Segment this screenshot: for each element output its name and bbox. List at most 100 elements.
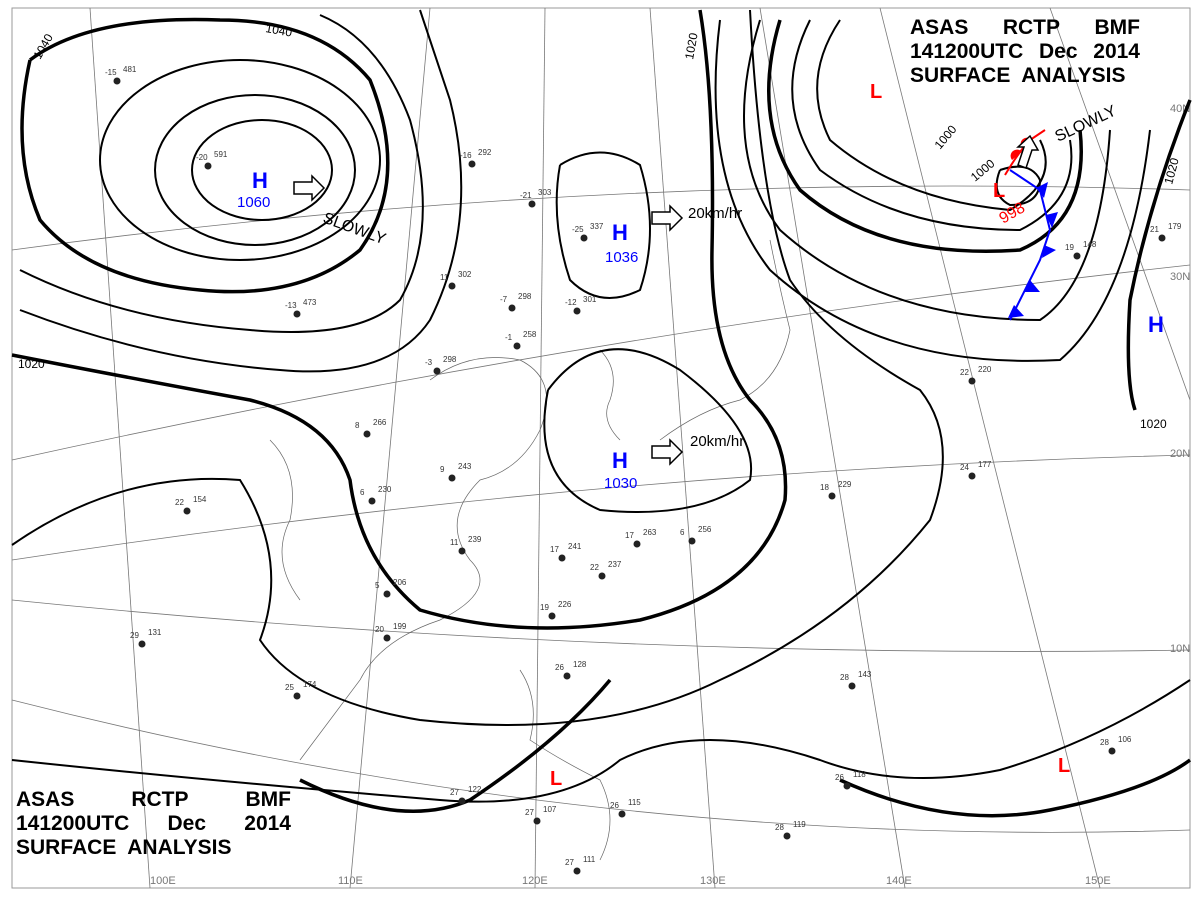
station-plot: 21 179 [1150,222,1182,242]
station-plot: 19 148 [1065,240,1097,260]
header-code: ASAS [16,788,75,811]
isobar [99,59,381,261]
header-month: Dec [167,812,207,835]
lat-label: 10N [1170,643,1190,655]
station-plot: 24 177 [960,460,992,480]
station-temp: 5 [375,581,380,590]
lat-line-10n [11,599,1191,652]
isobar-1020 [11,9,788,630]
chart-header-top: ASAS RCTP BMF 141200UTC Dec 2014 SURFACE ANA… [910,16,1140,88]
station-temp: 6 [680,528,685,537]
isobar [154,94,356,246]
low-center: L [993,180,1005,202]
station-temp: 26 [610,801,619,810]
station-temp: -1 [505,333,513,342]
header-title: SURFACE ANALYSIS [16,836,232,859]
station-plot: 8 266 [355,418,387,438]
high-center: H [252,168,268,193]
station-pressure: 111 [583,855,596,864]
station-temp: 21 [1150,225,1159,234]
station-plot: -15 481 [105,65,137,85]
station-cloud-icon [1158,234,1166,242]
station-temp: 27 [525,808,534,817]
isobar-label: 1020 [1140,417,1167,431]
station-temp: -7 [500,295,508,304]
motion-text: 20km/hr [688,205,742,222]
lat-line-0 [11,699,1191,833]
isobar [714,19,1151,362]
station-pressure: 174 [303,680,317,689]
station-cloud-icon [848,682,856,690]
station-cloud-icon [293,310,301,318]
isobar-1000 [767,19,1083,253]
station-pressure: 122 [468,785,482,794]
header-code: RCTP [131,788,189,811]
station-cloud-icon [1108,747,1116,755]
high-center: H [612,448,628,473]
station-cloud-icon [458,547,466,555]
station-pressure: 292 [478,148,492,157]
lon-label: 150E [1085,875,1111,887]
station-pressure: 148 [1083,240,1097,249]
lat-label: 20N [1170,448,1190,460]
station-plot: -20 591 [196,150,228,170]
station-plot: 22 220 [960,365,992,385]
header-year: 2014 [1093,40,1140,63]
header-month: Dec [1038,40,1078,63]
station-pressure: 179 [1168,222,1182,231]
station-temp: 17 [550,545,559,554]
station-temp: 24 [960,463,969,472]
station-plot: 11 239 [450,535,482,555]
high-center: H [1148,312,1164,337]
station-cloud-icon [383,634,391,642]
station-plot: 6 230 [360,485,392,505]
lon-line-150e [879,7,1101,889]
station-pressure: 115 [628,798,641,807]
isobar [11,9,944,726]
station-cloud-icon [363,430,371,438]
station-temp: 19 [1065,243,1074,252]
station-temp: 25 [285,683,294,692]
coastlines [269,239,791,861]
station-cloud-icon [368,497,376,505]
station-plot: 27 107 [525,805,557,825]
map-frame [11,7,1191,889]
station-temp: 27 [565,858,574,867]
station-temp: 29 [130,631,139,640]
isobar [555,151,651,299]
high-pressure-value: 1030 [604,475,637,492]
station-pressure: 128 [573,660,587,669]
isobar [191,119,333,221]
station-pressure: 266 [373,418,387,427]
station-cloud-icon [448,474,456,482]
station-pressure: 298 [443,355,457,364]
station-cloud-icon [598,572,606,580]
station-pressure: 199 [393,622,407,631]
lon-line-130e [649,7,716,889]
station-cloud-icon [1073,252,1081,260]
station-cloud-icon [563,672,571,680]
isobar-1040 [20,17,390,294]
station-plot: 27 122 [450,785,482,805]
isobars [11,9,1192,818]
isobar [19,14,424,333]
station-pressure: 302 [458,270,472,279]
lat-line-40n [11,185,1191,251]
station-temp: 28 [1100,738,1109,747]
station-pressure: 263 [643,528,657,537]
isobar [839,758,1192,818]
station-cloud-icon [968,472,976,480]
isobar [543,348,753,513]
station-temp: -20 [196,153,208,162]
station-cloud-icon [138,640,146,648]
station-plot: 18 229 [820,480,852,500]
isobar-label: 1020 [682,31,700,60]
header-code: BMF [1094,16,1141,39]
station-plot: 26 118 [835,770,866,790]
lon-label: 120E [522,875,548,887]
isobar [791,19,1073,232]
isobar-label: 1000 [932,122,960,152]
station-cloud-icon [433,367,441,375]
cold-front [1008,169,1058,321]
station-temp: 19 [540,603,549,612]
